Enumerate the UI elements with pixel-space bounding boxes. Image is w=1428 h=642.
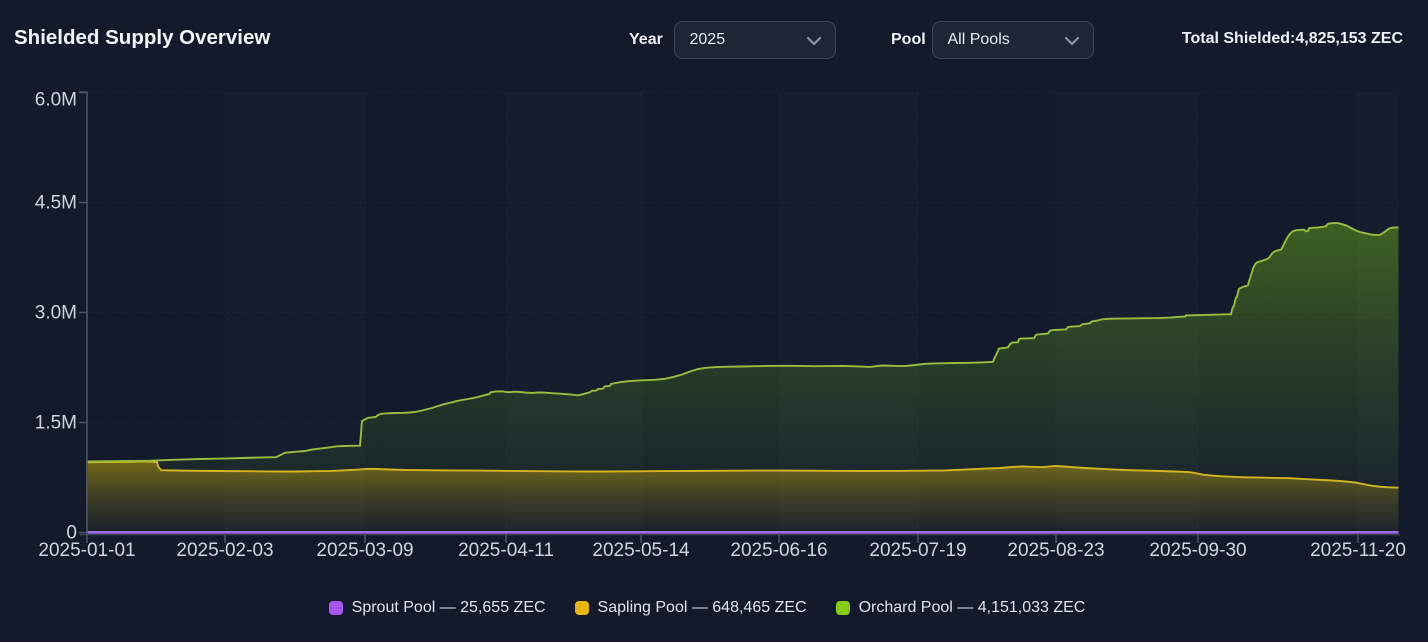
svg-text:2025-07-19: 2025-07-19 (869, 540, 966, 561)
svg-text:1.5M: 1.5M (35, 413, 77, 434)
svg-text:2025-08-23: 2025-08-23 (1007, 540, 1104, 561)
svg-text:2025-05-14: 2025-05-14 (592, 540, 690, 561)
svg-text:2025-01-01: 2025-01-01 (38, 540, 135, 561)
svg-text:6.0M: 6.0M (35, 90, 77, 111)
svg-text:0: 0 (66, 523, 77, 544)
svg-text:3.0M: 3.0M (35, 303, 77, 324)
svg-text:4.5M: 4.5M (35, 193, 77, 214)
svg-text:2025-03-09: 2025-03-09 (316, 540, 413, 561)
svg-text:2025-02-03: 2025-02-03 (176, 540, 273, 561)
svg-text:2025-11-20: 2025-11-20 (1310, 540, 1406, 561)
svg-text:2025-06-16: 2025-06-16 (730, 540, 827, 561)
svg-text:2025-09-30: 2025-09-30 (1149, 540, 1246, 561)
svg-text:2025-04-11: 2025-04-11 (458, 540, 554, 561)
